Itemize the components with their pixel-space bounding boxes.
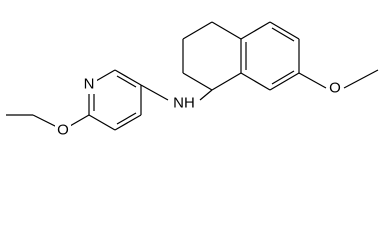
atom-label: NH: [173, 95, 195, 112]
page: N O NH O (() => { const data = JSON.pars…: [6, 21, 379, 139]
structure: N O NH O: [6, 21, 379, 139]
atom-label: N: [84, 76, 95, 93]
label-bg: [55, 121, 71, 139]
atom-label: O: [57, 122, 69, 139]
atom-label: O: [329, 80, 341, 97]
label-bg: [81, 76, 97, 94]
bonds: [6, 21, 379, 131]
